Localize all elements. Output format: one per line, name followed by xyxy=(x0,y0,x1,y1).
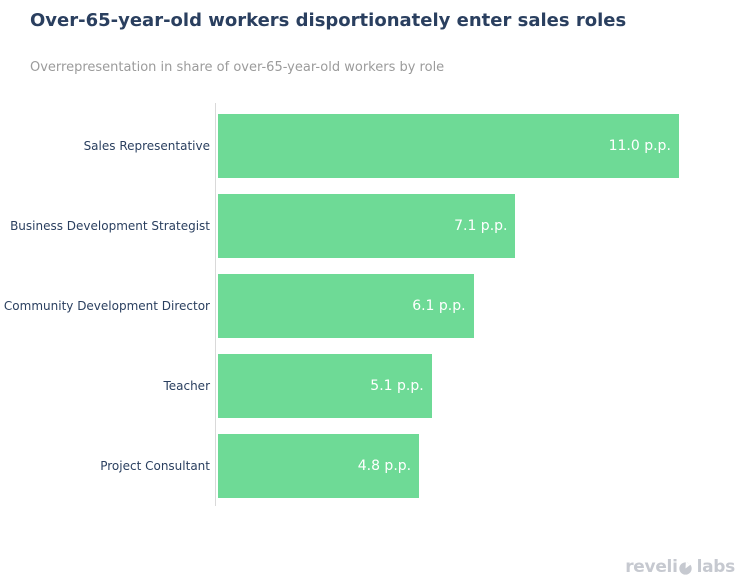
y-axis-line xyxy=(215,103,216,506)
value-label: 11.0 p.p. xyxy=(608,138,671,154)
bar[interactable]: 7.1 p.p. xyxy=(218,194,516,258)
bar[interactable]: 4.8 p.p. xyxy=(218,434,420,498)
category-label: Teacher xyxy=(163,379,210,393)
value-label: 7.1 p.p. xyxy=(454,218,508,234)
category-label: Project Consultant xyxy=(100,459,210,473)
bar-row: Business Development Strategist 7.1 p.p. xyxy=(0,194,750,258)
bar[interactable]: 5.1 p.p. xyxy=(218,354,432,418)
category-label: Sales Representative xyxy=(83,139,210,153)
bar-row: Teacher 5.1 p.p. xyxy=(0,354,750,418)
bar-row: Community Development Director 6.1 p.p. xyxy=(0,274,750,338)
category-label: Community Development Director xyxy=(3,299,210,313)
value-label: 5.1 p.p. xyxy=(370,378,424,394)
bar[interactable]: 11.0 p.p. xyxy=(218,114,679,178)
bar-row: Sales Representative 11.0 p.p. xyxy=(0,114,750,178)
chart-title: Over-65-year-old workers disportionately… xyxy=(30,10,627,31)
value-label: 4.8 p.p. xyxy=(357,458,412,474)
bar-row: Project Consultant 4.8 p.p. xyxy=(0,434,750,498)
chart-subtitle: Overrepresentation in share of over-65-y… xyxy=(30,60,445,75)
brand-text-labs: labs xyxy=(696,557,736,577)
brand-text-revelio: reveli xyxy=(625,557,678,577)
revelio-o-icon xyxy=(678,561,692,575)
value-label: 6.1 p.p. xyxy=(412,298,466,314)
bar[interactable]: 6.1 p.p. xyxy=(218,274,474,338)
category-label: Business Development Strategist xyxy=(10,219,210,233)
brand-watermark: reveli labs xyxy=(625,556,735,578)
